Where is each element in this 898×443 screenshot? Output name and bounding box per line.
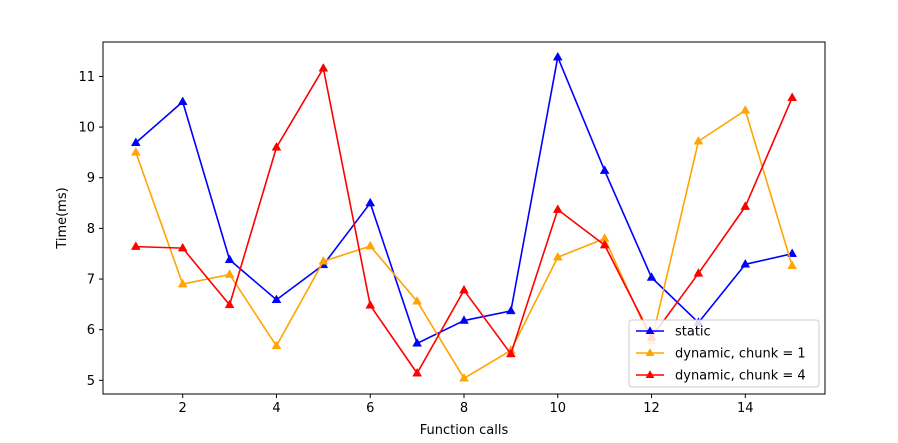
data-point-marker <box>130 241 141 250</box>
data-point-marker <box>318 255 329 265</box>
y-axis-label: Time(ms) <box>55 187 70 249</box>
data-point-marker <box>552 51 563 61</box>
data-point-marker <box>177 96 188 105</box>
data-point-marker <box>271 340 282 350</box>
x-tick-label: 12 <box>643 401 660 416</box>
y-tick-label: 5 <box>87 374 95 389</box>
y-tick-label: 6 <box>87 323 95 338</box>
legend-swatch-marker <box>645 348 655 356</box>
data-point-marker <box>459 372 469 382</box>
data-point-marker <box>552 251 563 261</box>
data-point-marker <box>693 135 704 145</box>
data-point-marker <box>365 197 376 207</box>
legend-label: dynamic, chunk = 4 <box>675 369 806 384</box>
data-point-marker <box>412 338 422 347</box>
y-tick-label: 8 <box>87 222 95 237</box>
y-tick-label: 10 <box>78 121 95 136</box>
data-point-marker <box>506 305 516 315</box>
data-point-marker <box>412 367 422 377</box>
legend-entry: dynamic, chunk = 4 <box>636 369 806 384</box>
data-point-marker <box>740 201 751 210</box>
data-point-marker <box>740 259 751 268</box>
data-point-marker <box>787 248 798 257</box>
y-tick-label: 9 <box>87 171 95 186</box>
x-tick-label: 8 <box>460 401 468 416</box>
y-tick-label: 7 <box>87 273 95 288</box>
data-point-marker <box>787 92 798 101</box>
legend-entry: dynamic, chunk = 1 <box>636 347 806 362</box>
legend-label: dynamic, chunk = 1 <box>675 347 806 362</box>
data-point-marker <box>787 260 798 270</box>
x-axis-ticks: 2 4 6 8 10 12 14 <box>179 394 754 416</box>
plot-marks <box>130 51 798 382</box>
data-point-marker <box>599 239 610 249</box>
data-point-marker <box>693 268 704 277</box>
data-point-marker <box>552 204 563 213</box>
legend: static dynamic, chunk = 1 dynamic, chunk =… <box>628 319 820 388</box>
data-point-marker <box>271 294 282 304</box>
data-point-marker <box>740 105 751 114</box>
data-point-marker <box>130 147 141 156</box>
legend-box <box>628 319 820 388</box>
data-point-marker <box>365 300 376 309</box>
x-tick-label: 4 <box>272 401 280 416</box>
legend-label: static <box>675 325 711 340</box>
series-2 <box>130 63 798 377</box>
legend-swatch-marker <box>645 370 655 378</box>
y-axis-ticks: 5 6 7 8 9 10 11 <box>78 70 103 389</box>
data-point-marker <box>224 269 235 278</box>
x-tick-label: 14 <box>737 401 754 416</box>
legend-entry: static <box>636 325 711 340</box>
x-tick-label: 2 <box>179 401 187 416</box>
x-axis-label: Function calls <box>420 423 509 438</box>
data-point-marker <box>459 315 469 324</box>
data-point-marker <box>271 142 282 151</box>
data-point-marker <box>177 278 188 288</box>
data-point-marker <box>130 137 141 147</box>
data-point-marker <box>599 165 610 174</box>
x-tick-label: 10 <box>549 401 566 416</box>
data-point-marker <box>224 254 235 264</box>
data-point-marker <box>365 240 376 250</box>
y-tick-label: 11 <box>78 70 95 85</box>
legend-swatch-marker <box>645 326 655 334</box>
x-tick-label: 6 <box>366 401 374 416</box>
data-point-marker <box>318 63 329 72</box>
data-point-marker <box>646 272 657 281</box>
data-point-marker <box>412 296 422 305</box>
data-point-marker <box>459 284 469 294</box>
series-1 <box>130 105 798 382</box>
data-point-marker <box>177 242 188 252</box>
data-point-marker <box>224 299 235 309</box>
data-point-marker <box>506 348 516 358</box>
